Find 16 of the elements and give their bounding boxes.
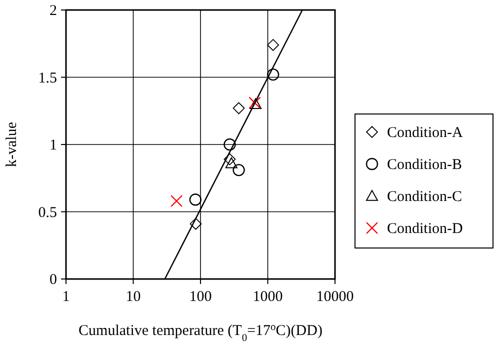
legend-label: Condition-B [387, 157, 462, 173]
y-tick-label: 1.5 [38, 70, 57, 86]
y-tick-label: 0.5 [38, 204, 57, 221]
legend-label: Condition-A [387, 125, 463, 141]
x-tick-label: 10000 [316, 289, 354, 305]
x-tick-label: 100 [189, 289, 212, 305]
x-tick-label: 10 [126, 289, 141, 305]
legend-label: Condition-D [387, 221, 463, 237]
y-tick-label: 1 [50, 138, 57, 154]
y-axis-title: k-value [4, 122, 20, 167]
legend-label: Condition-C [387, 189, 462, 205]
y-tick-label: 0 [50, 272, 57, 288]
x-axis-title: Cumulative temperature (T$_{0}$=17$^{o}$C)(DD) [78, 322, 322, 344]
y-tick-label: 2 [50, 3, 57, 19]
x-tick-label: 1000 [252, 289, 283, 305]
x-tick-label: 1 [62, 289, 70, 305]
